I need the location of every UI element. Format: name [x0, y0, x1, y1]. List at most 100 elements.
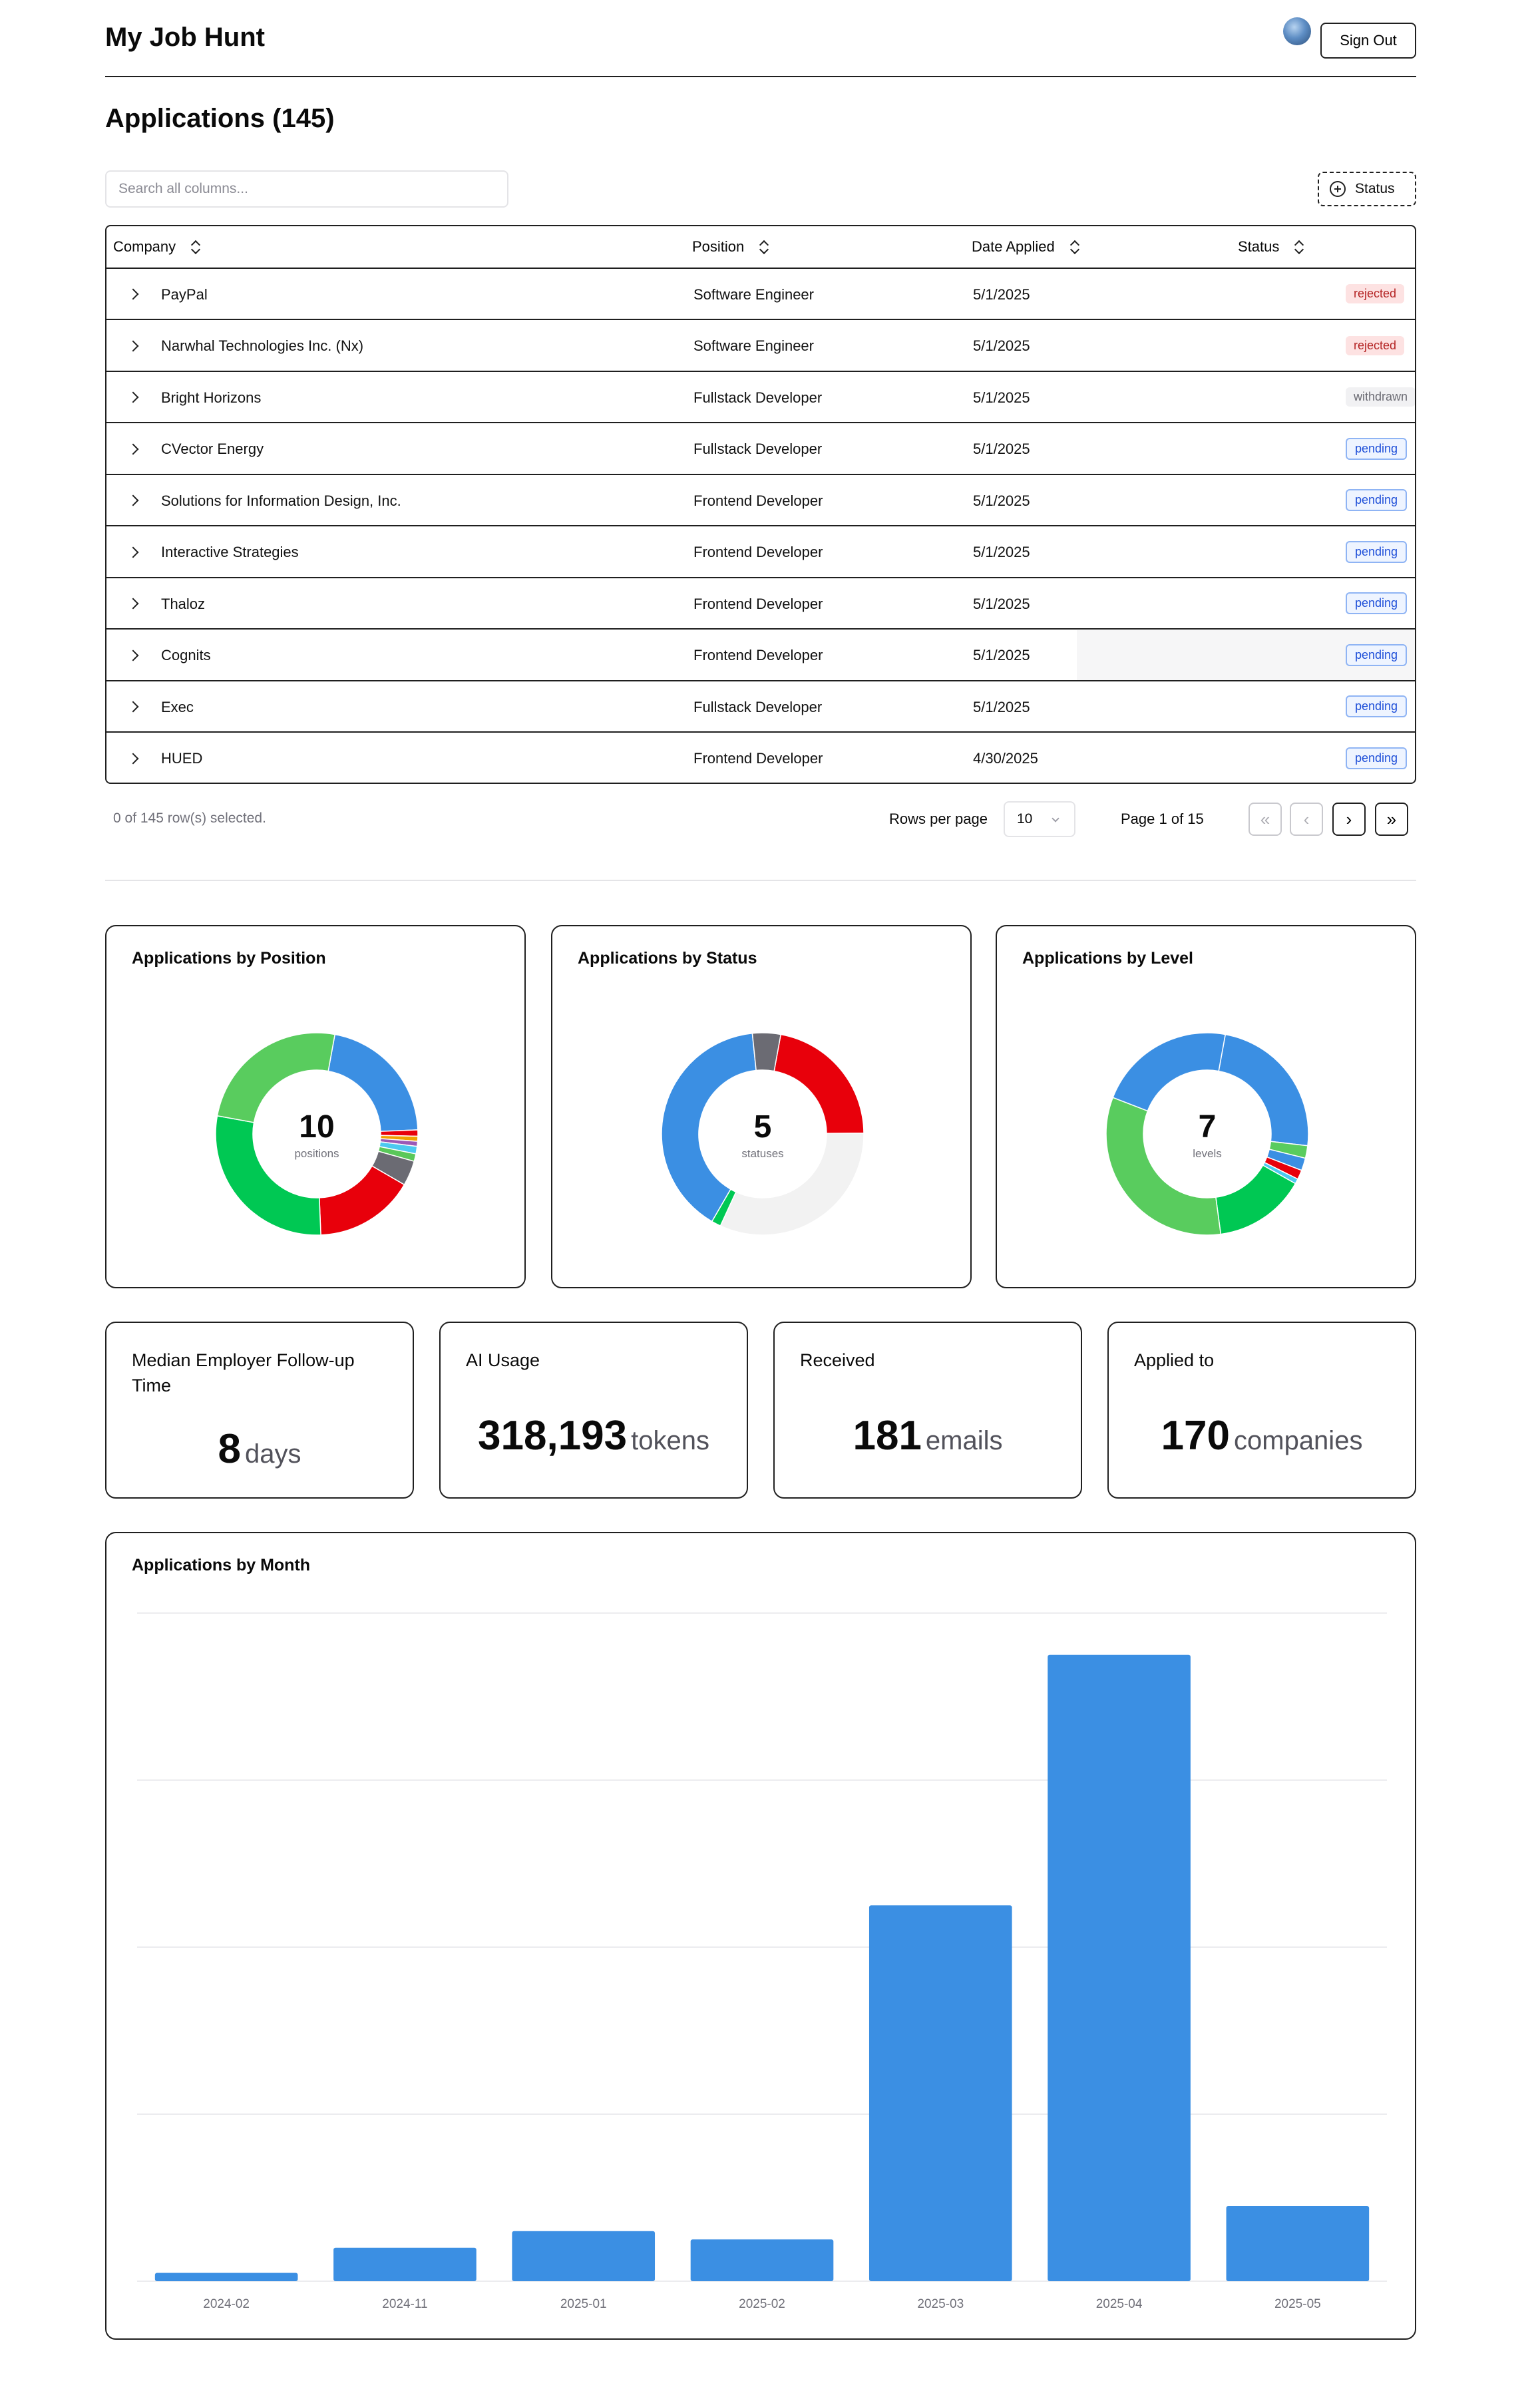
status-cell: rejected	[1077, 321, 1415, 371]
section-divider	[105, 880, 1416, 881]
position-cell: Frontend Developer	[693, 492, 823, 509]
column-header-status[interactable]: Status	[1238, 226, 1303, 268]
table-row[interactable]: Thaloz Frontend Developer 5/1/2025 pending	[106, 578, 1415, 630]
status-chart-card: Applications by Status 5 statuses	[551, 925, 972, 1288]
company-cell: Exec	[161, 698, 194, 715]
bar[interactable]	[1226, 2206, 1370, 2281]
card-title: Applications by Level	[1022, 949, 1194, 968]
company-cell: Thaloz	[161, 595, 206, 612]
table-header: Company Position Date Applied Status	[106, 226, 1415, 269]
donut-center: 7 levels	[1141, 1111, 1274, 1161]
position-donut-chart	[215, 1032, 419, 1236]
donut-segment[interactable]	[1218, 1033, 1309, 1147]
donut-center-value: 10	[299, 1109, 335, 1145]
donut-segment[interactable]	[1105, 1097, 1222, 1236]
column-header-date-applied[interactable]: Date Applied	[972, 226, 1079, 268]
status-filter-button[interactable]: Status	[1318, 172, 1416, 206]
last-page-button[interactable]: »	[1375, 803, 1408, 836]
stat-value: 318,193 tokens	[441, 1412, 747, 1459]
date-cell: 5/1/2025	[973, 647, 1030, 663]
table-row[interactable]: HUED Frontend Developer 4/30/2025 pending	[106, 733, 1415, 783]
bar[interactable]	[154, 2273, 298, 2281]
stat-value: 170 companies	[1109, 1412, 1415, 1459]
date-cell: 5/1/2025	[973, 337, 1030, 354]
bar[interactable]	[1048, 1654, 1191, 2281]
donut-segment[interactable]	[216, 1032, 336, 1123]
sign-out-button[interactable]: Sign Out	[1320, 23, 1416, 59]
donut-center-value: 5	[753, 1109, 772, 1145]
donut-center-label: statuses	[741, 1147, 784, 1160]
donut-segment[interactable]	[1112, 1032, 1227, 1112]
x-tick-label: 2025-01	[560, 2297, 607, 2311]
app-title: My Job Hunt	[105, 23, 265, 52]
stat-number: 170	[1161, 1413, 1230, 1459]
column-header-label: Company	[113, 238, 176, 255]
status-filter-label: Status	[1355, 181, 1395, 196]
bar[interactable]	[868, 1905, 1012, 2281]
stat-number: 8	[218, 1426, 241, 1472]
chevron-right-icon[interactable]	[127, 546, 139, 558]
rows-per-page-label: Rows per page	[889, 811, 988, 827]
level-chart-card: Applications by Level 7 levels	[996, 925, 1416, 1288]
bar[interactable]	[512, 2231, 656, 2281]
table-row[interactable]: Interactive Strategies Frontend Developer…	[106, 527, 1415, 578]
status-cell: pending	[1077, 630, 1415, 680]
x-tick-label: 2025-03	[917, 2297, 964, 2311]
chevron-right-icon[interactable]	[127, 443, 139, 455]
donut-segment[interactable]	[215, 1115, 321, 1236]
avatar[interactable]	[1283, 17, 1311, 45]
sort-icon	[1294, 240, 1303, 254]
donut-segment[interactable]	[719, 1132, 865, 1236]
stat-unit: tokens	[631, 1426, 709, 1455]
status-cell: pending	[1077, 424, 1415, 474]
company-cell: CVector Energy	[161, 441, 264, 457]
status-badge: withdrawn	[1346, 387, 1415, 407]
chevron-down-icon	[1052, 815, 1059, 823]
chevron-right-icon[interactable]	[127, 649, 139, 661]
monthly-chart-card: Applications by Month 2024-02 2024-11 2025…	[105, 1532, 1416, 2340]
chevron-right-icon[interactable]	[127, 701, 139, 713]
company-cell: Solutions for Information Design, Inc.	[161, 492, 401, 509]
table-row[interactable]: Exec Fullstack Developer 5/1/2025 pending	[106, 681, 1415, 733]
chevron-right-icon[interactable]	[127, 753, 139, 764]
stat-value: 8 days	[106, 1425, 413, 1473]
table-row[interactable]: CVector Energy Fullstack Developer 5/1/202…	[106, 424, 1415, 475]
table-row[interactable]: Solutions for Information Design, Inc. Fr…	[106, 475, 1415, 526]
donut-segment[interactable]	[751, 1032, 782, 1072]
stat-title: AI Usage	[466, 1350, 540, 1370]
status-cell: pending	[1077, 527, 1415, 577]
date-cell: 5/1/2025	[973, 492, 1030, 509]
status-badge: rejected	[1346, 335, 1405, 355]
sort-icon	[759, 240, 768, 254]
stat-title: Received	[800, 1350, 875, 1370]
status-badge: pending	[1346, 489, 1408, 511]
x-tick-label: 2025-02	[739, 2297, 785, 2311]
sort-icon	[190, 240, 200, 254]
table-row[interactable]: Cognits Frontend Developer 5/1/2025 pending	[106, 630, 1415, 681]
previous-page-button[interactable]: ‹	[1290, 803, 1323, 836]
chevron-right-icon[interactable]	[127, 598, 139, 610]
chevron-right-icon[interactable]	[127, 494, 139, 506]
first-page-button[interactable]: «	[1249, 803, 1282, 836]
search-input[interactable]	[105, 170, 508, 208]
bar[interactable]	[333, 2247, 477, 2281]
position-cell: Fullstack Developer	[693, 389, 823, 406]
stat-number: 318,193	[478, 1413, 628, 1459]
column-header-position[interactable]: Position	[692, 226, 768, 268]
status-badge: rejected	[1346, 284, 1405, 303]
column-header-company[interactable]: Company	[113, 226, 200, 268]
donut-segment[interactable]	[661, 1032, 757, 1222]
next-page-button[interactable]: ›	[1332, 803, 1366, 836]
chevron-right-icon[interactable]	[127, 391, 139, 403]
rows-per-page-select[interactable]: 10	[1004, 801, 1075, 837]
table-row[interactable]: Bright Horizons Fullstack Developer 5/1/20…	[106, 372, 1415, 423]
bar[interactable]	[690, 2239, 834, 2281]
status-badge: pending	[1346, 643, 1408, 666]
table-row[interactable]: PayPal Software Engineer 5/1/2025 rejected	[106, 269, 1415, 320]
position-cell: Fullstack Developer	[693, 698, 823, 715]
level-donut-chart	[1105, 1032, 1309, 1236]
chevron-right-icon[interactable]	[127, 340, 139, 351]
chevron-right-icon[interactable]	[127, 288, 139, 300]
donut-center: 10 positions	[250, 1111, 383, 1161]
table-row[interactable]: Narwhal Technologies Inc. (Nx) Software E…	[106, 321, 1415, 372]
